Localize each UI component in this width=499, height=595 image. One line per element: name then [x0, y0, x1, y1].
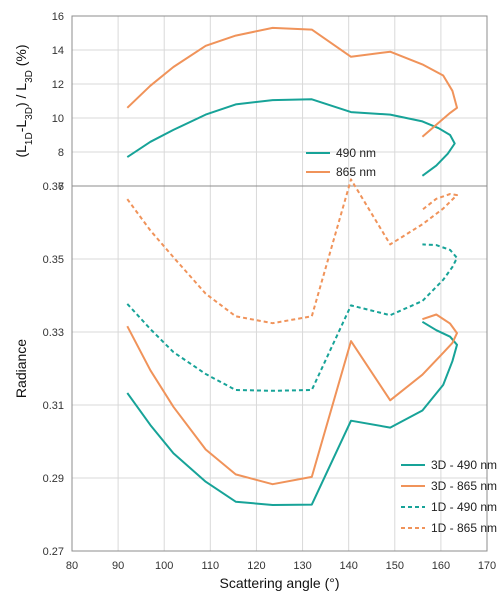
y-title-subscript: 3D: [24, 70, 35, 83]
bottom-y-tick-label: 0.27: [43, 546, 64, 558]
y-title-text: (%): [13, 44, 29, 70]
top-y-tick-label: 14: [52, 45, 64, 57]
x-tick-label: 100: [155, 560, 173, 572]
legend-label: 1D - 865 nm: [431, 521, 497, 535]
y-title-subscript: 3D: [24, 107, 35, 120]
legend-label: 3D - 865 nm: [431, 479, 497, 493]
bottom-y-tick-label: 0.35: [43, 254, 64, 266]
bottom-y-tick-label: 0.33: [43, 327, 64, 339]
y-title-text: -L: [13, 120, 29, 133]
y-title-text: (L: [13, 145, 29, 158]
legend-label: 865 nm: [336, 165, 376, 179]
series-line-1d-865-nm: [126, 178, 458, 325]
x-tick-label: 140: [339, 560, 357, 572]
x-tick-label: 160: [432, 560, 450, 572]
x-tick-label: 80: [66, 560, 78, 572]
legend-label: 3D - 490 nm: [431, 458, 497, 472]
bottom-y-tick-label: 0.31: [43, 400, 64, 412]
x-tick-label: 90: [112, 560, 124, 572]
grid-lines: [71, 15, 488, 552]
series-line-1d-490-nm: [126, 243, 458, 392]
x-tick-label: 130: [293, 560, 311, 572]
top-y-axis-title: (L1D-L3D) / L3D (%): [13, 44, 35, 157]
legend-bottom: 3D - 490 nm 3D - 865 nm 1D - 490 nm 1D - 86…: [401, 458, 497, 535]
legend-top: 490 nm 865 nm: [306, 146, 376, 179]
series-line-3d-865-nm: [126, 313, 458, 486]
x-tick-label: 110: [202, 560, 220, 572]
series-line-865-nm: [126, 26, 458, 138]
x-tick-label: 150: [386, 560, 404, 572]
top-y-tick-label: 10: [52, 113, 64, 125]
top-y-tick-label: 16: [52, 11, 64, 23]
y-title-text: ) / L: [13, 83, 29, 107]
bottom-y-tick-label: 0.37: [43, 181, 64, 193]
x-axis-title: Scattering angle (°): [220, 575, 340, 591]
bottom-plot-frame: [71, 185, 488, 552]
top-y-tick-label: 6: [58, 181, 64, 193]
series-line-490-nm: [126, 98, 456, 177]
bottom-y-axis-title: Radiance: [13, 339, 29, 398]
top-y-tick-label: 12: [52, 79, 64, 91]
x-tick-label: 170: [478, 560, 496, 572]
legend-label: 490 nm: [336, 146, 376, 160]
x-tick-label: 120: [247, 560, 265, 572]
y-title-subscript: 1D: [24, 132, 35, 145]
top-y-tick-label: 8: [58, 147, 64, 159]
bottom-y-tick-label: 0.29: [43, 473, 64, 485]
legend-label: 1D - 490 nm: [431, 500, 497, 514]
